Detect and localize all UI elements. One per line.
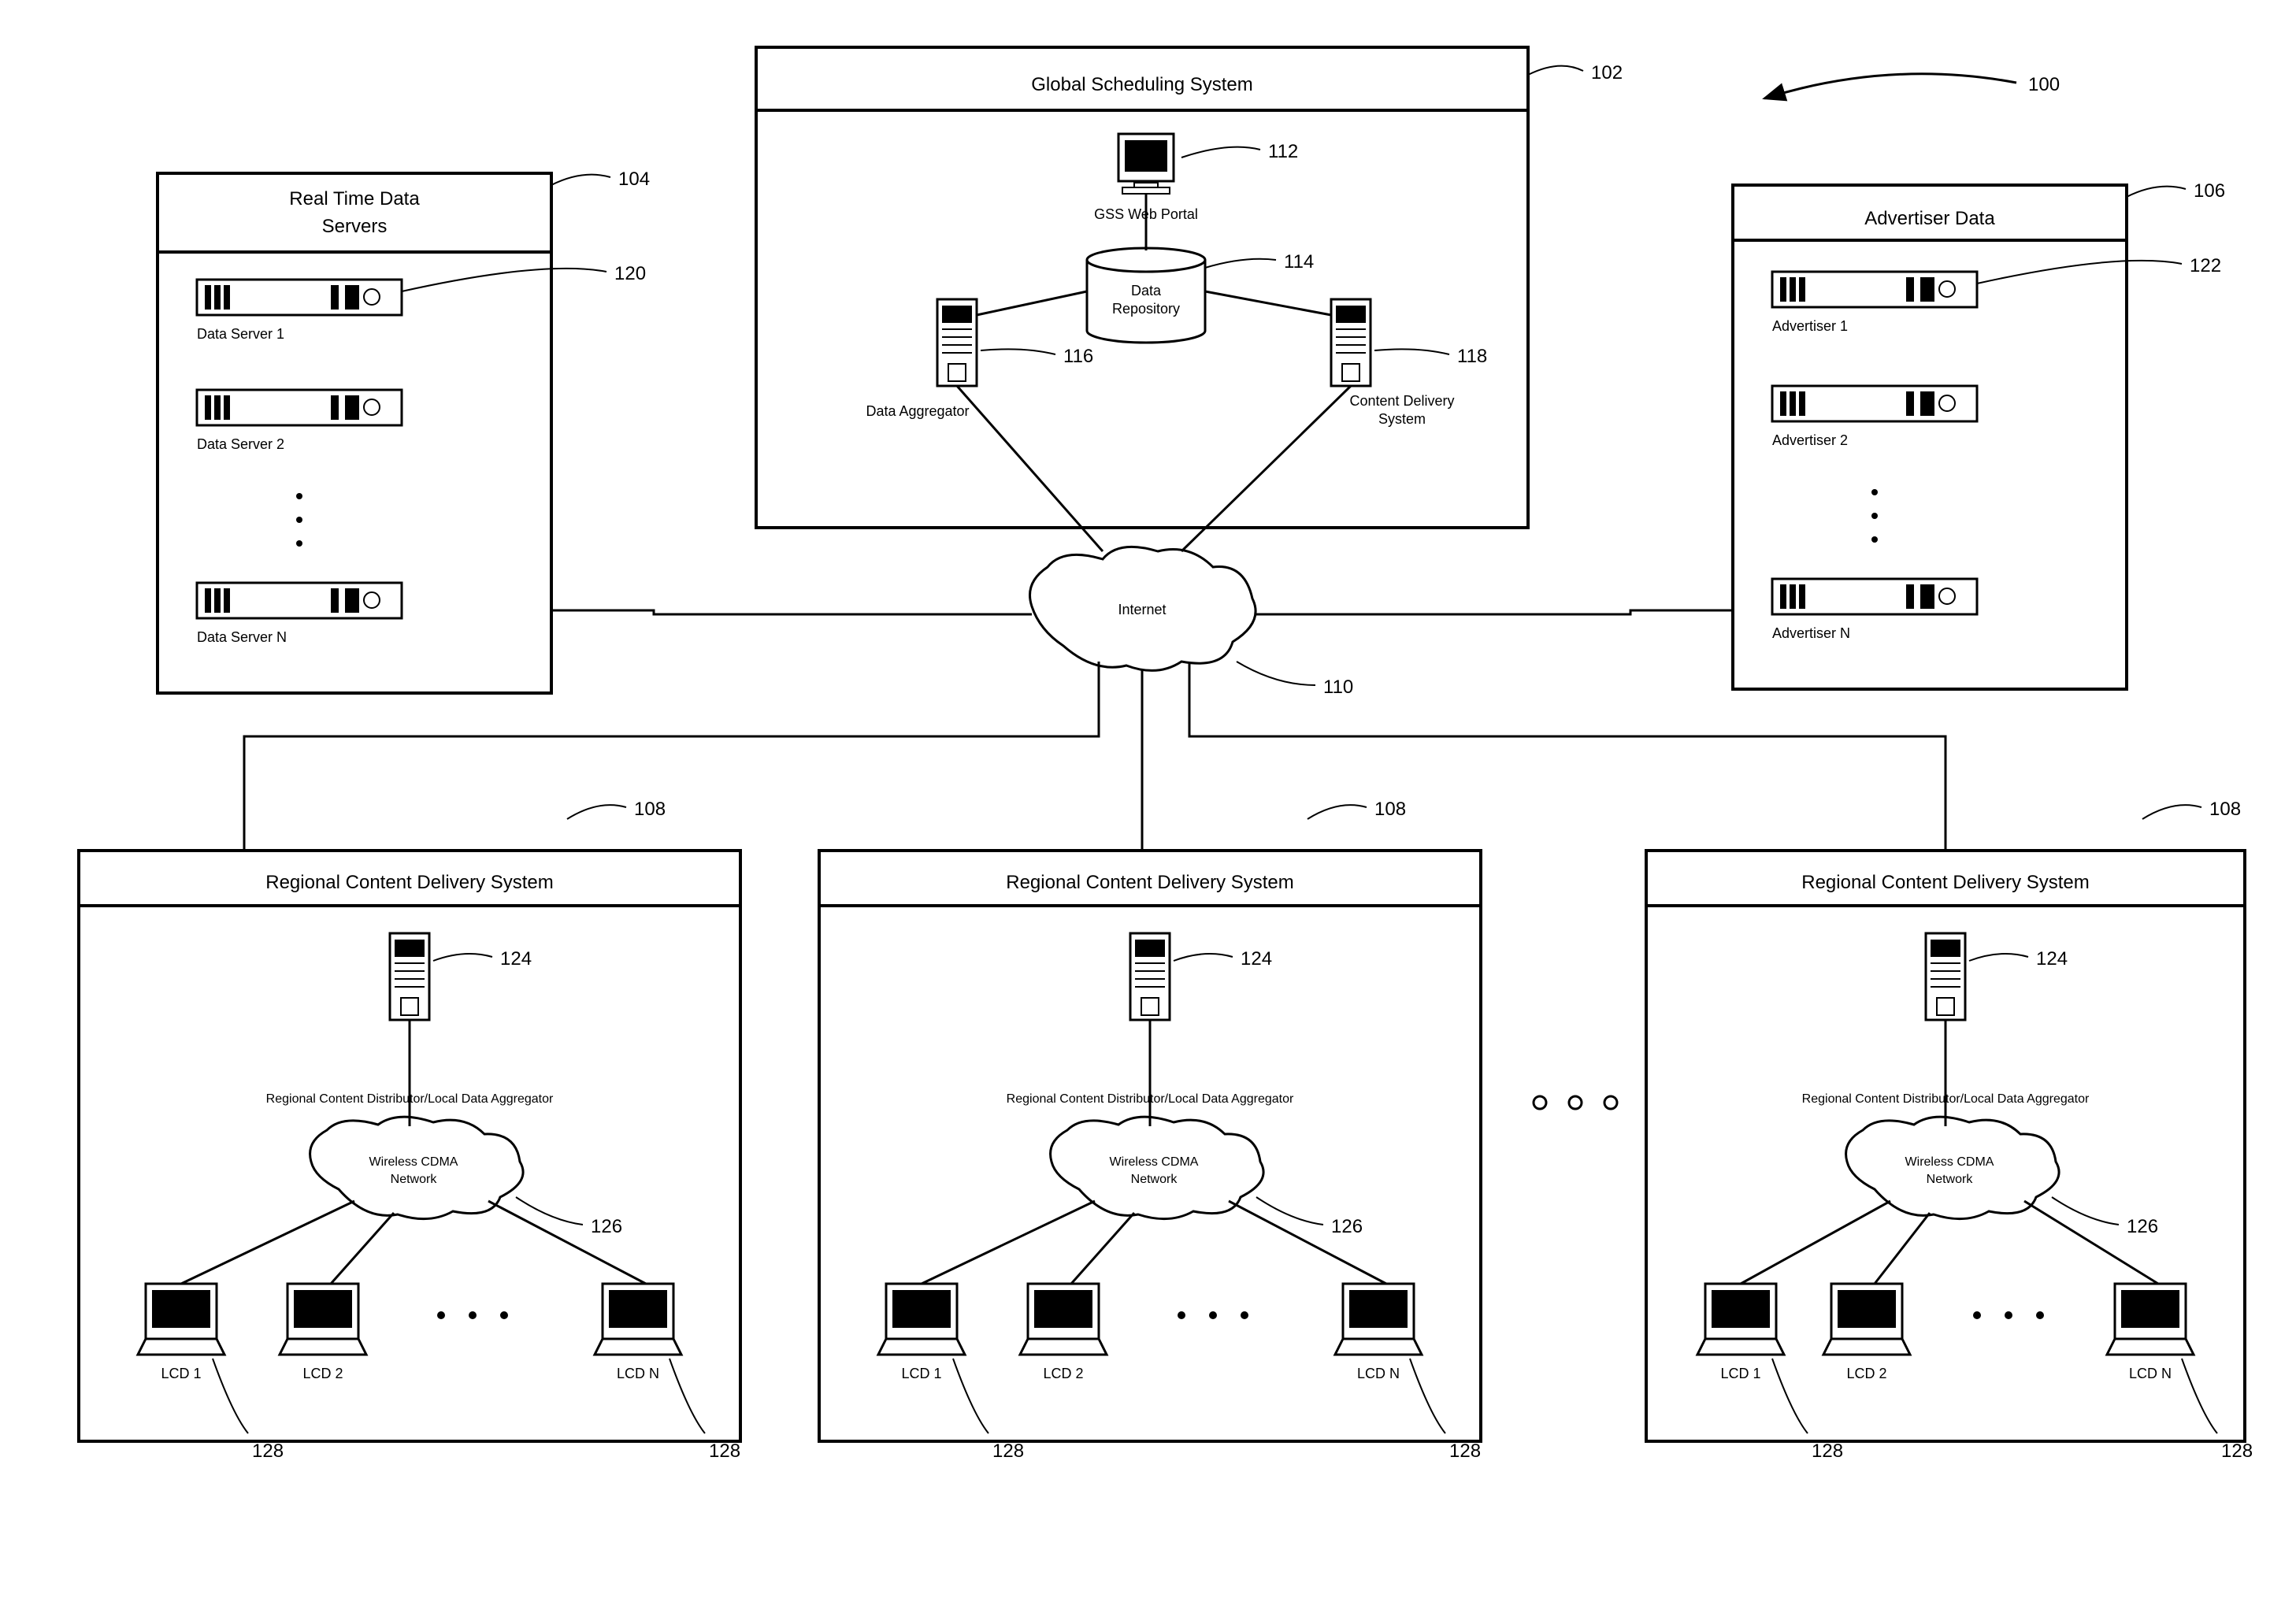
- data-repo-label2: Repository: [1112, 301, 1180, 317]
- svg-text:Network: Network: [1927, 1173, 1974, 1186]
- cds-label2: System: [1378, 411, 1426, 427]
- rcds-title: Regional Content Delivery System: [265, 872, 554, 893]
- internet-label: Internet: [1118, 602, 1166, 617]
- data-server-n-icon: [197, 583, 402, 618]
- gss-box: Global Scheduling System GSS Web Portal …: [756, 47, 1528, 528]
- ref-114: 114: [1284, 251, 1314, 272]
- ref-122: 122: [2190, 255, 2221, 276]
- svg-text:128: 128: [2221, 1440, 2253, 1462]
- lcd-1-label: LCD 1: [161, 1366, 201, 1381]
- aggregator-icon: [937, 299, 977, 386]
- cds-icon: [1331, 299, 1371, 386]
- regional-server-icon: [390, 933, 429, 1020]
- data-server-n-label: Data Server N: [197, 629, 287, 645]
- cdma-label2: Network: [391, 1173, 438, 1186]
- advertiser-1-label: Advertiser 1: [1772, 318, 1848, 334]
- ref-104: 104: [618, 169, 650, 190]
- ref-108-1: 108: [634, 799, 666, 820]
- ref-120: 120: [614, 263, 646, 284]
- ref-128-1b: 128: [709, 1440, 740, 1462]
- system-diagram: Global Scheduling System GSS Web Portal …: [0, 0, 2296, 1605]
- data-server-2-label: Data Server 2: [197, 436, 284, 452]
- advertiser-2-label: Advertiser 2: [1772, 432, 1848, 448]
- data-repo-icon: Data Repository: [1087, 248, 1205, 343]
- ref-124-1: 124: [500, 948, 532, 969]
- svg-text:Regional Content Delivery Syst: Regional Content Delivery System: [1801, 872, 2090, 893]
- rtds-box: Real Time Data Servers Data Server 1 Dat…: [158, 173, 551, 693]
- lcd-2-icon: [280, 1284, 366, 1355]
- ref-110: 110: [1323, 677, 1353, 698]
- advertiser-1-icon: [1772, 272, 1977, 307]
- ref-102: 102: [1591, 62, 1623, 83]
- data-server-1-label: Data Server 1: [197, 326, 284, 342]
- data-repo-label1: Data: [1131, 283, 1162, 298]
- svg-text:Wireless CDMA: Wireless CDMA: [1905, 1155, 1994, 1169]
- lcd-n-icon: [595, 1284, 681, 1355]
- ref-116: 116: [1063, 346, 1093, 367]
- advertiser-n-label: Advertiser N: [1772, 625, 1850, 641]
- svg-text:128: 128: [1812, 1440, 1843, 1462]
- svg-text:124: 124: [1241, 948, 1272, 969]
- rcds-box-3: Regional Content Delivery System 124 Reg…: [1646, 851, 2253, 1462]
- svg-text:LCD 2: LCD 2: [1043, 1366, 1083, 1381]
- svg-text:Wireless CDMA: Wireless CDMA: [1110, 1155, 1199, 1169]
- svg-text:Regional Content Delivery Syst: Regional Content Delivery System: [1006, 872, 1294, 893]
- lcd-2-label: LCD 2: [302, 1366, 343, 1381]
- ref-126-1: 126: [591, 1216, 622, 1237]
- advertiser-box: Advertiser Data Advertiser 1 Advertiser …: [1733, 185, 2127, 689]
- internet-cloud: Internet: [1030, 547, 1256, 670]
- advertiser-n-icon: [1772, 579, 1977, 614]
- cds-label1: Content Delivery: [1349, 393, 1454, 409]
- web-portal-icon: [1118, 134, 1174, 194]
- lcd-n-label: LCD N: [617, 1366, 659, 1381]
- aggregator-label: Data Aggregator: [866, 403, 969, 419]
- cdma-label1: Wireless CDMA: [369, 1155, 458, 1169]
- ref-108-3: 108: [2209, 799, 2241, 820]
- svg-text:LCD 2: LCD 2: [1846, 1366, 1886, 1381]
- advertiser-title: Advertiser Data: [1864, 208, 1995, 229]
- ref-108-2: 108: [1374, 799, 1406, 820]
- rcds-box-2: Regional Content Delivery System 124 Reg…: [819, 851, 1481, 1462]
- svg-text:126: 126: [2127, 1216, 2158, 1237]
- svg-text:128: 128: [992, 1440, 1024, 1462]
- rcds-box-1: Regional Content Delivery System 124 Reg…: [79, 851, 740, 1462]
- ref-118: 118: [1457, 346, 1487, 367]
- gss-title: Global Scheduling System: [1031, 74, 1252, 95]
- rtds-title1: Real Time Data: [289, 188, 420, 209]
- ref-100: 100: [2028, 74, 2060, 95]
- svg-text:LCD N: LCD N: [1357, 1366, 1400, 1381]
- svg-text:LCD 1: LCD 1: [901, 1366, 941, 1381]
- ref-128-1a: 128: [252, 1440, 284, 1462]
- ref-112: 112: [1268, 141, 1298, 162]
- lcd-1-icon: [138, 1284, 224, 1355]
- svg-text:126: 126: [1331, 1216, 1363, 1237]
- rtds-title2: Servers: [322, 216, 388, 237]
- svg-text:124: 124: [2036, 948, 2068, 969]
- data-server-1-icon: [197, 280, 402, 315]
- svg-text:LCD 1: LCD 1: [1720, 1366, 1760, 1381]
- svg-text:128: 128: [1449, 1440, 1481, 1462]
- data-server-2-icon: [197, 390, 402, 425]
- ref-106: 106: [2194, 180, 2225, 202]
- advertiser-2-icon: [1772, 386, 1977, 421]
- svg-text:LCD N: LCD N: [2129, 1366, 2172, 1381]
- svg-text:Network: Network: [1131, 1173, 1178, 1186]
